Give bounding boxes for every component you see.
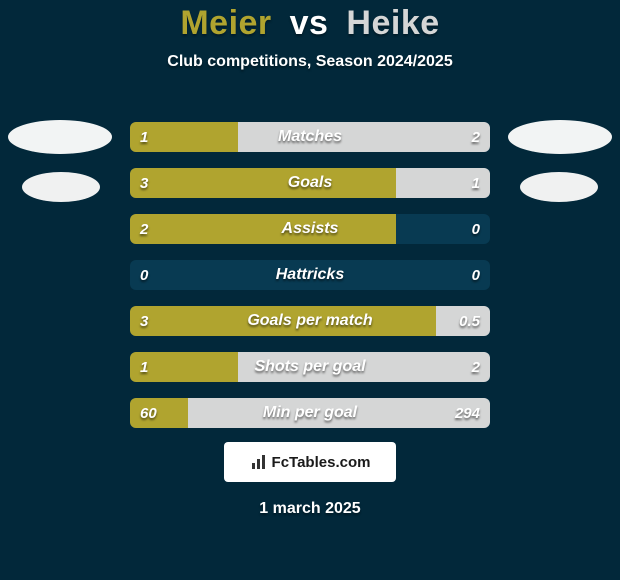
stat-row: Assists2 0 [130,214,490,244]
stat-value-left: 0 [140,260,148,290]
stat-value-right: 0.5 [459,306,480,336]
stat-value-right: 2 [472,122,480,152]
stat-label: Goals per match [130,306,490,336]
stat-value-left: 3 [140,168,148,198]
player1-club-badge [22,172,100,202]
chart-icon [250,453,268,471]
stat-value-left: 3 [140,306,148,336]
stat-row: Shots per goal1 2 [130,352,490,382]
stat-row: Hattricks0 0 [130,260,490,290]
stat-label: Shots per goal [130,352,490,382]
date-text: 1 march 2025 [0,500,620,518]
stat-value-left: 60 [140,398,157,428]
stat-value-left: 1 [140,352,148,382]
stat-value-right: 0 [472,260,480,290]
branding-badge[interactable]: FcTables.com [224,442,396,482]
player2-club-badge [520,172,598,202]
stat-value-right: 294 [455,398,480,428]
stat-value-right: 1 [472,168,480,198]
stat-row: Goals per match3 0.5 [130,306,490,336]
branding-text: FcTables.com [272,454,371,471]
stat-value-right: 0 [472,214,480,244]
vs-text: vs [290,4,329,42]
stat-label: Min per goal [130,398,490,428]
stat-row: Matches1 2 [130,122,490,152]
player1-avatar [8,120,112,154]
player1-name: Meier [180,4,271,42]
stat-label: Goals [130,168,490,198]
stats-rows: Matches12Goals31Assists20Hattricks00Goal… [130,122,490,444]
stat-row: Goals3 1 [130,168,490,198]
stat-label: Matches [130,122,490,152]
stat-value-left: 1 [140,122,148,152]
stat-value-left: 2 [140,214,148,244]
player2-avatar [508,120,612,154]
stat-row: Min per goal60 294 [130,398,490,428]
stat-value-right: 2 [472,352,480,382]
stat-label: Hattricks [130,260,490,290]
player2-name: Heike [346,4,439,42]
comparison-title: Meier vs Heike [0,4,620,43]
subtitle: Club competitions, Season 2024/2025 [0,53,620,71]
stat-label: Assists [130,214,490,244]
